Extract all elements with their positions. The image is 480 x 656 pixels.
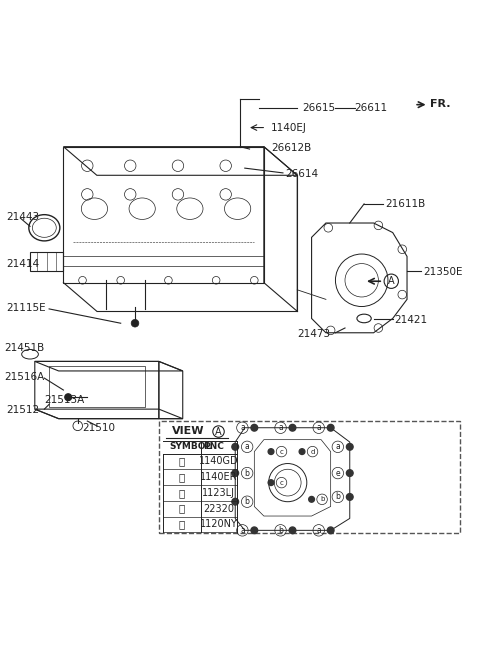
Circle shape [268,449,274,455]
Circle shape [299,449,305,455]
Text: 26611: 26611 [355,104,388,113]
Text: A: A [215,426,222,436]
Text: 22320: 22320 [203,504,234,514]
Text: d: d [311,449,315,455]
Text: b: b [245,468,250,478]
Text: ⓓ: ⓓ [179,504,185,514]
Text: a: a [316,526,321,535]
Circle shape [232,470,239,476]
Text: 26612B: 26612B [271,142,311,153]
Text: 21516A: 21516A [4,372,44,382]
Circle shape [131,319,139,327]
Text: 21115E: 21115E [6,303,46,313]
Text: 21350E: 21350E [423,267,462,277]
Text: b: b [278,526,283,535]
Text: a: a [336,442,340,451]
Text: 21611B: 21611B [385,199,426,209]
Text: 1140EJ: 1140EJ [271,123,307,133]
Circle shape [347,493,353,501]
Text: a: a [316,423,321,432]
Text: b: b [336,493,340,501]
Text: ⓔ: ⓔ [179,520,185,529]
Circle shape [65,394,72,401]
Text: a: a [240,526,245,535]
Text: 21513A: 21513A [44,394,84,405]
Text: 1120NY: 1120NY [200,520,238,529]
Text: 21414: 21414 [6,258,39,268]
Text: 21451B: 21451B [4,343,44,353]
Text: b: b [245,497,250,506]
Text: A: A [388,276,395,286]
Text: b: b [320,497,324,502]
Text: ⓒ: ⓒ [179,488,185,498]
Circle shape [232,443,239,450]
Text: ⓐ: ⓐ [179,457,185,466]
Text: 1140GD: 1140GD [199,457,239,466]
Text: e: e [336,468,340,478]
Text: 1140ER: 1140ER [200,472,237,482]
Text: 26614: 26614 [285,169,318,179]
Text: 26615: 26615 [302,104,335,113]
Text: c: c [279,480,284,485]
Text: FR.: FR. [430,98,450,109]
Text: PNC: PNC [203,442,224,451]
Text: 21473: 21473 [297,329,330,338]
Text: 1123LJ: 1123LJ [202,488,235,498]
Text: a: a [245,442,250,451]
Text: c: c [279,449,284,455]
Text: 21512: 21512 [6,405,39,415]
Circle shape [251,424,258,431]
Circle shape [232,499,239,505]
Text: 21443: 21443 [6,213,39,222]
Text: a: a [278,423,283,432]
Circle shape [327,424,334,431]
Circle shape [289,424,296,431]
Text: a: a [240,423,245,432]
Text: VIEW: VIEW [172,426,204,436]
Circle shape [327,527,334,534]
Circle shape [347,443,353,450]
Text: ⓑ: ⓑ [179,472,185,482]
Circle shape [309,497,314,502]
Circle shape [347,470,353,476]
Circle shape [289,527,296,534]
Text: SYMBOL: SYMBOL [170,442,212,451]
Text: 21510: 21510 [83,423,116,433]
Text: 21421: 21421 [394,316,427,325]
Circle shape [268,480,274,485]
Circle shape [251,527,258,534]
